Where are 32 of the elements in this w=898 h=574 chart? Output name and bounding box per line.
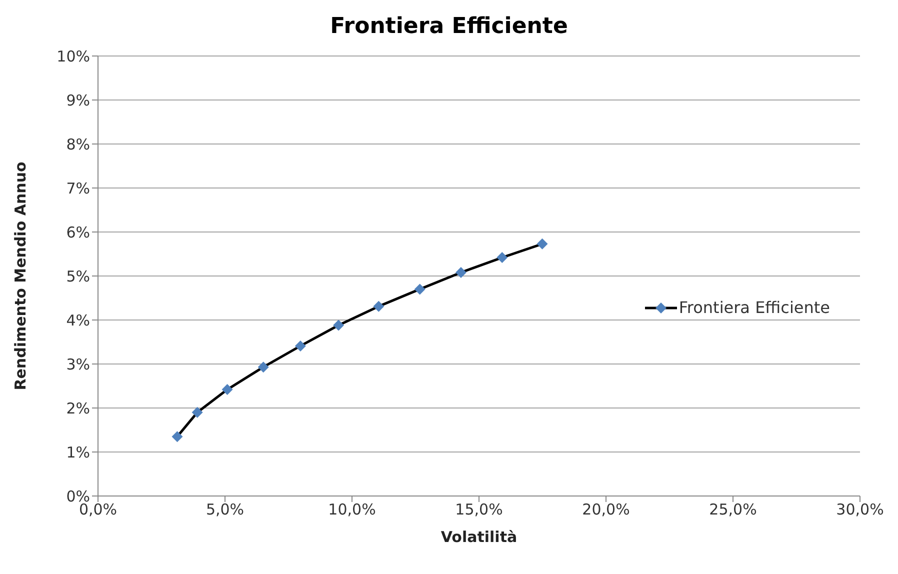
- y-axis-title: Rendimento Mendio Annuo: [11, 162, 30, 390]
- x-tick-label: 5,0%: [206, 500, 244, 519]
- y-tick-label: 4%: [66, 311, 90, 330]
- y-tick-label: 3%: [66, 355, 90, 374]
- point: [373, 300, 384, 312]
- point: [172, 431, 183, 442]
- point: [536, 238, 548, 250]
- point: [414, 284, 426, 295]
- x-tick-label: 0,0%: [78, 500, 118, 519]
- y-tick-label: 7%: [66, 179, 90, 198]
- y-tick-label: 5%: [66, 267, 90, 286]
- y-tick-label: 9%: [66, 91, 90, 110]
- x-axis-title: Volatilità: [440, 528, 518, 546]
- y-tick-label: 1%: [66, 443, 90, 462]
- point: [258, 362, 269, 373]
- legend-label: Frontiera Efficiente: [678, 298, 830, 317]
- x-tick-label: 25,0%: [709, 500, 757, 519]
- chart-title: Frontiera Efficiente: [329, 14, 569, 39]
- x-tick-label: 30,0%: [836, 500, 884, 519]
- point: [333, 320, 344, 331]
- point: [496, 252, 508, 264]
- point: [222, 384, 233, 396]
- y-tick-label: 10%: [56, 47, 90, 66]
- x-tick-label: 10,0%: [328, 500, 376, 519]
- x-tick-label: 15,0%: [455, 500, 503, 519]
- point: [192, 406, 203, 418]
- y-tick-label: 2%: [66, 399, 90, 418]
- x-tick-label: 20,0%: [582, 500, 630, 519]
- y-tick-label: 6%: [66, 223, 90, 242]
- point: [455, 266, 466, 278]
- point: [294, 340, 306, 352]
- y-tick-label: 8%: [66, 135, 90, 154]
